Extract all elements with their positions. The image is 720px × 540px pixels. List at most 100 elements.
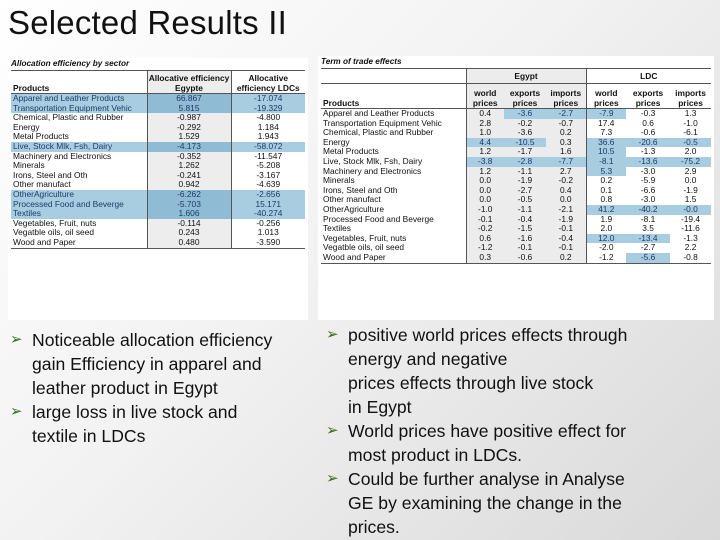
tot-ldc-exports-cell: -0.3 bbox=[640, 108, 656, 118]
table-row: Textiles -0.2 -1.5 -0.1 2.0 3.5 -11.6 bbox=[321, 224, 711, 234]
left-bullet-list: ➢ Noticeable allocation efficiency gain Ef… bbox=[10, 328, 310, 448]
tot-ldc-exports-cell: -3.0 bbox=[640, 195, 656, 205]
product-cell: Live, Stock Mlk, Fsh, Dairy bbox=[11, 141, 147, 152]
tot-table-body: Apparel and Leather Products 0.4 -3.6 -2.7-… bbox=[321, 108, 712, 264]
product-cell: Wood and Paper bbox=[11, 237, 147, 249]
tot-egypt-world-cell: 4.4 bbox=[465, 137, 504, 148]
right-bullet-list: ➢ positive world prices effects through en… bbox=[326, 323, 718, 539]
tot-ldc-exports-cell: -13.4 bbox=[626, 233, 671, 244]
product-cell: Processed Food and Beverge bbox=[11, 199, 147, 210]
tot-egypt-imports-cell: -0.1 bbox=[546, 224, 587, 234]
tot-egypt-exports-cell: -2.8 bbox=[504, 156, 546, 167]
table-row: Wood and Paper 0.480 -3.590 bbox=[11, 237, 305, 249]
slide-title: Selected Results II bbox=[8, 4, 287, 41]
product-cell: Irons, Steel and Oth bbox=[13, 170, 88, 180]
alloc-ldc-cell: -4.639 bbox=[230, 180, 305, 190]
bullet-text-line: in Egypt bbox=[348, 397, 412, 417]
tot-ldc-imports-cell: -11.6 bbox=[681, 224, 700, 234]
alloc-egypt-cell: -4.173 bbox=[146, 141, 231, 152]
tot-ldc-exports-cell: 3.5 bbox=[642, 224, 654, 234]
alloc-ldc-cell: 1.184 bbox=[230, 122, 305, 133]
alloc-ldc-cell: 1.943 bbox=[230, 132, 305, 142]
table-row: Vegetables, Fruit, nuts -0.114 -0.256 bbox=[11, 218, 305, 229]
table-row: Transportation Equipment Vehic 5.815 -19.3… bbox=[11, 103, 305, 114]
tot-egypt-imports-cell: 0.2 bbox=[546, 128, 587, 138]
tot-egypt-imports-cell: 2.7 bbox=[546, 166, 587, 177]
table-row: Metal Products 1.2 -1.7 1.6 10.5 -1.3 2.0 bbox=[321, 147, 711, 157]
tot-egypt-exports-cell: -3.6 bbox=[504, 108, 546, 119]
table-row: Machinery and Electronics -0.352 -11.547 bbox=[11, 151, 305, 162]
bullet-text-line: large loss in live stock and bbox=[32, 402, 238, 422]
table-row: Apparel and Leather Products 66.867 -17.07… bbox=[11, 93, 305, 104]
tot-ldc-world-cell: 2.0 bbox=[585, 224, 627, 234]
table-row: Machinery and Electronics 1.2 -1.1 2.7 5.3 -3… bbox=[321, 166, 711, 177]
tot-ldc-imports-cell: -1.0 bbox=[683, 118, 698, 128]
tot-egypt-world-cell: 1.0 bbox=[465, 128, 504, 138]
tot-header-egypt-imports: imports prices bbox=[546, 83, 587, 109]
table-row: Chemical, Plastic and Rubber -0.987 -4.800 bbox=[11, 113, 305, 123]
tot-ldc-imports-cell: 1.3 bbox=[684, 108, 697, 118]
table-row: Vegetables, Fruit, nuts 0.6 -1.6 -0.4 12.0 -1… bbox=[321, 233, 711, 244]
tot-ldc-world-cell: -1.2 bbox=[585, 252, 627, 264]
bullet-text-line: prices effects through live stock bbox=[348, 373, 594, 393]
tot-header-products: Products bbox=[321, 83, 466, 109]
allocation-header-row: Products Allocative efficiency Egypte Al… bbox=[11, 70, 305, 94]
product-cell: Machinery and Electronics bbox=[323, 166, 422, 176]
tot-egypt-world-cell: 1.2 bbox=[465, 166, 504, 177]
alloc-egypt-cell: -0.352 bbox=[146, 151, 231, 162]
tot-egypt-imports-cell: -2.1 bbox=[546, 204, 587, 215]
alloc-ldc-cell: 15.171 bbox=[230, 199, 305, 210]
tot-ldc-world-cell: 0.1 bbox=[585, 185, 627, 196]
product-cell: Irons, Steel and Oth bbox=[323, 185, 398, 195]
tot-egypt-exports-cell: -2.7 bbox=[504, 185, 546, 196]
tot-egypt-imports-cell: 0.2 bbox=[546, 252, 587, 264]
tot-egypt-world-cell: 0.0 bbox=[465, 185, 504, 196]
tot-egypt-world-cell: 1.2 bbox=[465, 147, 504, 157]
tot-egypt-exports-cell: -1.9 bbox=[504, 176, 546, 186]
header-alloc-ldc: Allocative efficiency LDCs bbox=[230, 70, 305, 94]
tot-ldc-imports-cell: -19.4 bbox=[680, 214, 701, 224]
product-cell: Other manufact bbox=[323, 195, 381, 205]
table-row: Minerals 1.262 -5.208 bbox=[11, 161, 305, 171]
alloc-egypt-cell: 0.480 bbox=[146, 237, 231, 249]
alloc-egypt-cell: -0.241 bbox=[146, 170, 231, 181]
alloc-egypt-cell: 66.867 bbox=[146, 93, 231, 104]
tot-ldc-imports-cell: -0.5 bbox=[670, 137, 712, 148]
arrow-bullet-icon: ➢ bbox=[326, 470, 339, 487]
tot-ldc-exports-cell: -13.6 bbox=[626, 156, 671, 167]
tot-ldc-world-cell: 41.2 bbox=[585, 204, 627, 215]
table-row: Vegatble oils, oil seed -1.2 -0.1 -0.1 -2.0-… bbox=[321, 243, 711, 253]
product-cell: Wood and Paper bbox=[321, 252, 466, 264]
bullet-text-line: GE by examining the change in the bbox=[348, 493, 622, 513]
tot-ldc-imports-cell: -0.0 bbox=[670, 204, 712, 215]
product-cell: Vegetables, Fruit, nuts bbox=[13, 218, 97, 228]
alloc-ldc-cell: -17.074 bbox=[230, 93, 305, 104]
table-row: Minerals 0.0 -1.9 -0.2 0.2 -5.9 0.0 bbox=[321, 176, 711, 186]
tot-ldc-imports-cell: -1.9 bbox=[683, 185, 698, 195]
tot-ldc-exports-cell: -5.9 bbox=[640, 176, 656, 186]
table-row: OtherAgriculture -1.0 -1.1 -2.1 41.2 -40.2 -0.… bbox=[321, 204, 712, 215]
tot-egypt-imports-cell: -1.9 bbox=[546, 214, 587, 225]
tot-header-egypt-exports: exports prices bbox=[504, 83, 546, 109]
tot-ldc-exports-cell: -3.0 bbox=[640, 166, 656, 176]
table-row: Irons, Steel and Oth 0.0 -2.7 0.4 0.1 -6.6 -1.… bbox=[321, 185, 711, 196]
tot-ldc-imports-cell: -0.8 bbox=[670, 252, 712, 264]
header-products: Products bbox=[11, 70, 147, 94]
tot-header-ldc-world: world prices bbox=[585, 83, 627, 109]
product-cell: Textiles bbox=[11, 209, 147, 219]
tot-egypt-exports-cell: -0.6 bbox=[504, 252, 546, 264]
product-cell: Apparel and Leather Products bbox=[11, 93, 147, 104]
tot-ldc-world-cell: 0.8 bbox=[585, 195, 627, 205]
tot-egypt-exports-cell: -1.1 bbox=[504, 204, 546, 215]
alloc-egypt-cell: -6.262 bbox=[146, 189, 231, 200]
bullet-item: ➢ Noticeable allocation efficiency gain Ef… bbox=[10, 328, 310, 400]
tot-header-ldc-imports: imports prices bbox=[670, 83, 712, 109]
bullet-text-line: most product in LDCs. bbox=[348, 445, 523, 465]
product-cell: Chemical, Plastic and Rubber bbox=[13, 113, 124, 123]
alloc-ldc-cell: -40.274 bbox=[230, 209, 305, 219]
table-row: Energy 4.4 -10.5 0.3 36.6 -20.6 -0.5 bbox=[321, 137, 712, 148]
tot-ldc-world-cell: 1.9 bbox=[585, 214, 627, 225]
bullet-item: ➢ World prices have positive effect for mo… bbox=[326, 419, 718, 467]
alloc-egypt-cell: 1.529 bbox=[146, 132, 231, 142]
product-cell: Apparel and Leather Products bbox=[323, 108, 435, 118]
